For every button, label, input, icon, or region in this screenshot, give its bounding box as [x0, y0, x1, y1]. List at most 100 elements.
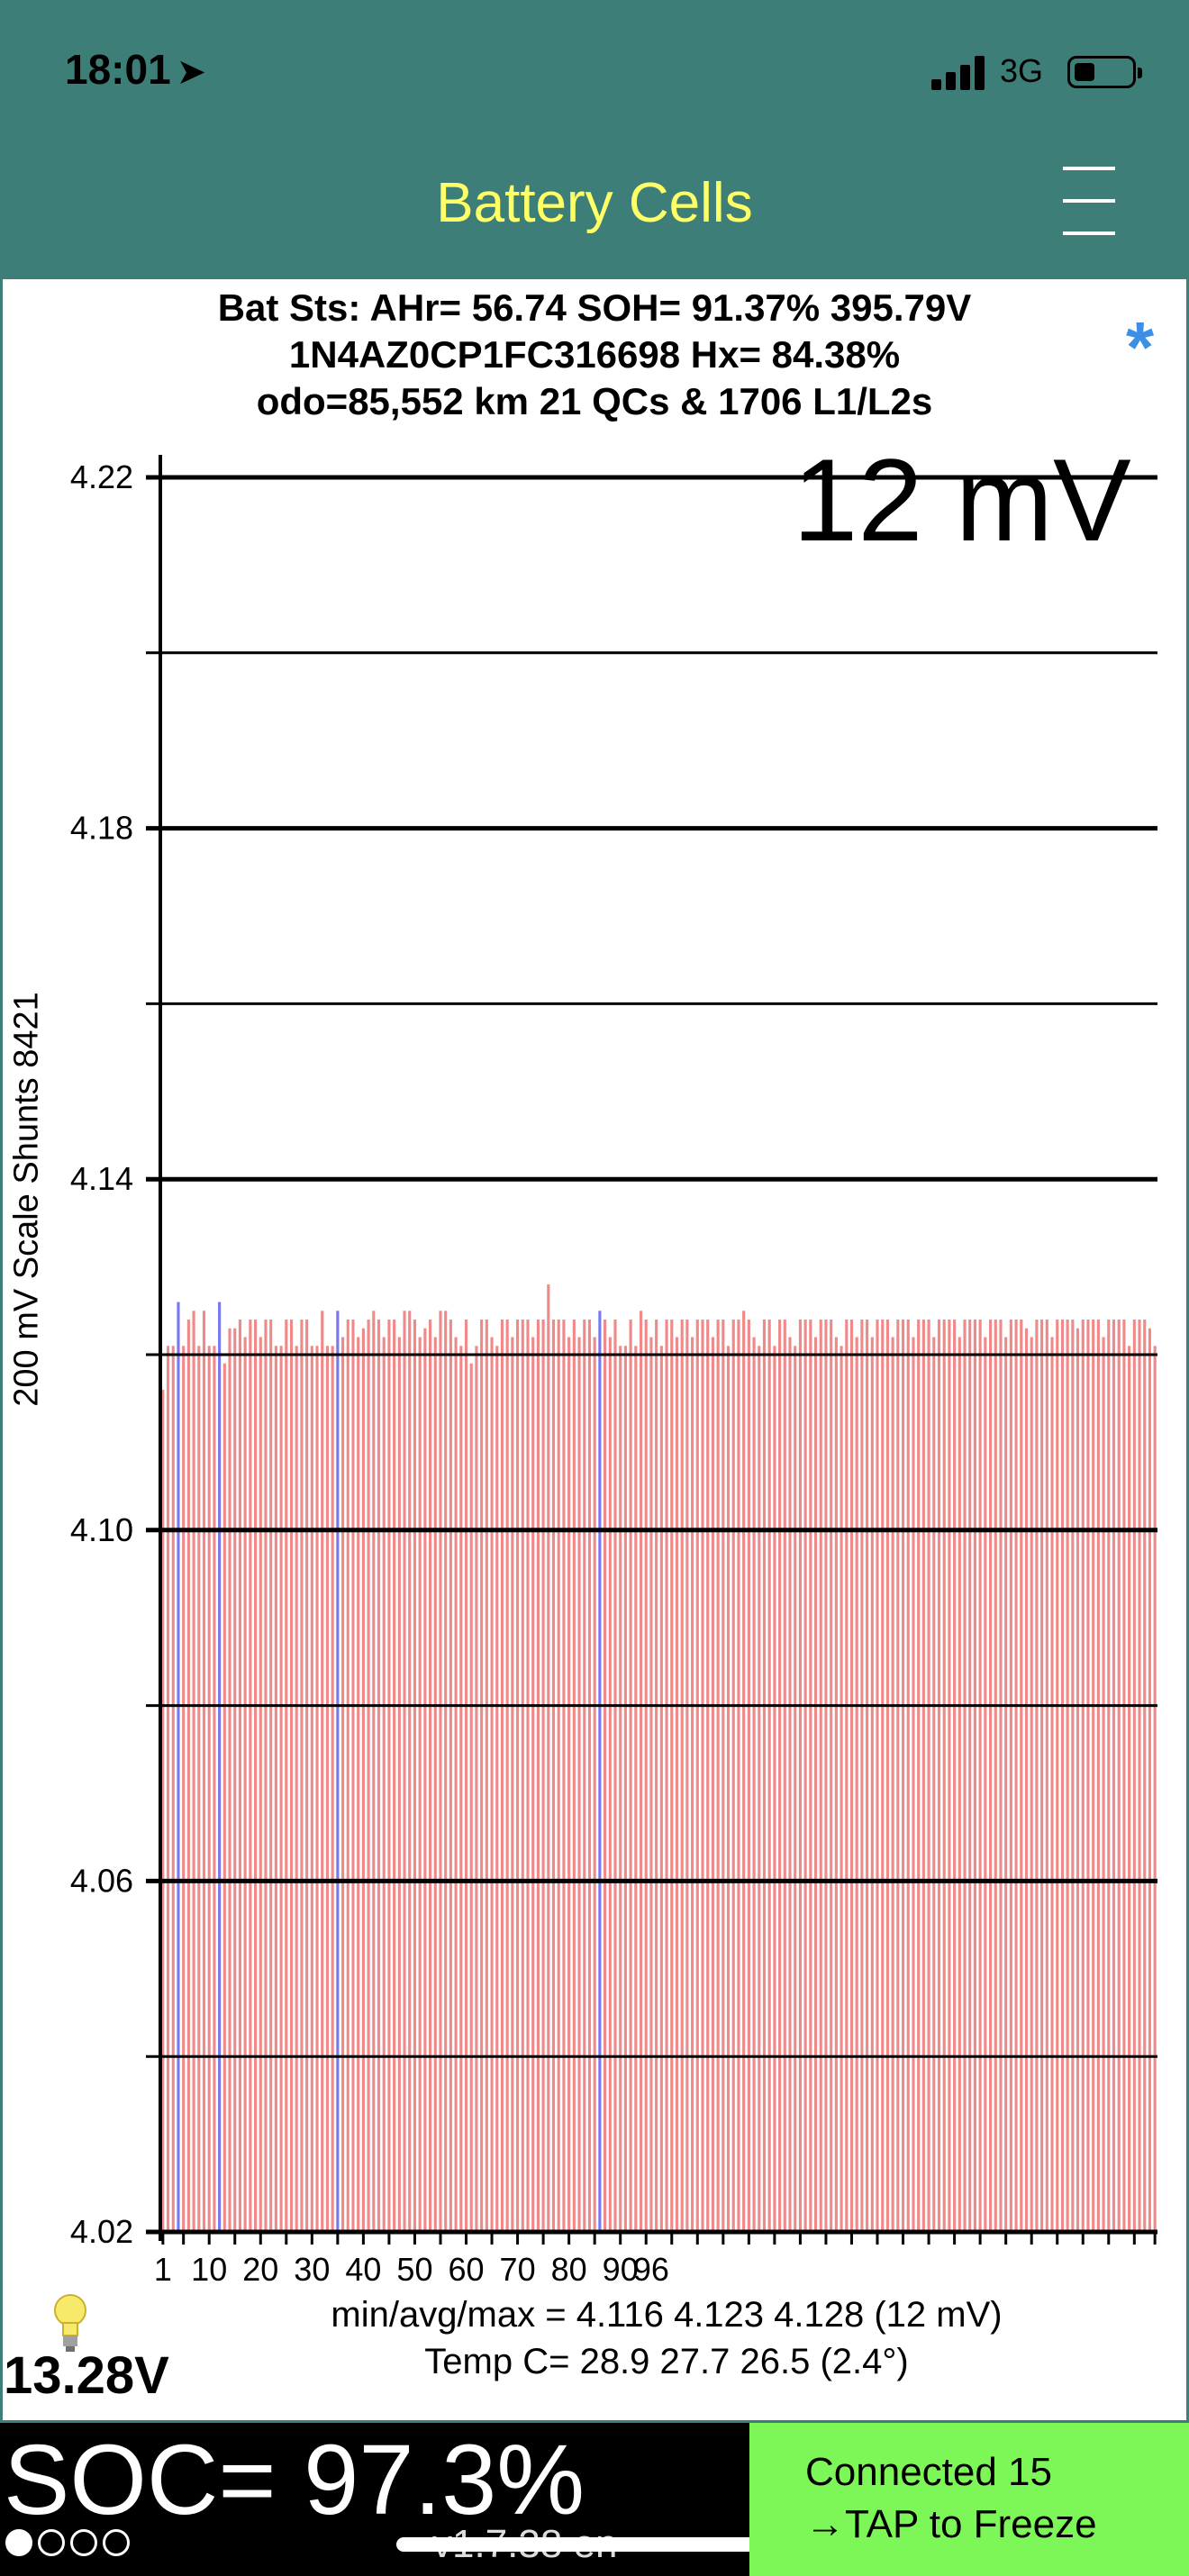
- cell-bar: [711, 1337, 714, 2232]
- status-time: 18:01 ➤: [65, 45, 206, 94]
- cell-bar: [953, 1320, 957, 2232]
- cell-bar: [1128, 1346, 1131, 2232]
- cell-bar: [202, 1311, 206, 2232]
- cell-bar: [367, 1320, 370, 2232]
- cell-bar: [197, 1346, 201, 2232]
- cell-bar: [295, 1346, 298, 2232]
- cell-bar: [413, 1320, 417, 2232]
- cell-bar: [480, 1320, 484, 2232]
- cell-bar: [485, 1320, 488, 2232]
- home-indicator[interactable]: [396, 2537, 793, 2552]
- cell-bar: [567, 1337, 571, 2232]
- cell-bar: [1020, 1320, 1023, 2232]
- cell-bar: [860, 1320, 864, 2232]
- cell-bar: [192, 1311, 195, 2232]
- cell-bar: [171, 1346, 175, 2232]
- cell-bar: [249, 1320, 252, 2232]
- cell-bar: [243, 1337, 247, 2232]
- x-tick-label: 90: [603, 2251, 639, 2288]
- cell-bar: [1045, 1320, 1048, 2232]
- cell-bar: [551, 1320, 556, 2232]
- cell-bar: [619, 1346, 622, 2232]
- cell-bar: [752, 1337, 756, 2232]
- cell-bar: [259, 1337, 262, 2232]
- bluetooth-asterisk-icon[interactable]: *: [1126, 307, 1155, 387]
- cell-bar: [881, 1320, 885, 2232]
- cell-bar: [429, 1320, 432, 2232]
- cell-bar: [994, 1320, 997, 2232]
- battery-status-line: Bat Sts: AHr= 56.74 SOH= 91.37% 395.79V: [217, 286, 972, 329]
- cell-bar: [845, 1320, 849, 2232]
- cell-bar: [691, 1337, 694, 2232]
- cell-bar: [824, 1320, 828, 2232]
- cell-bar: [305, 1320, 309, 2232]
- network-type: 3G: [1000, 52, 1044, 89]
- cell-bar: [973, 1320, 976, 2232]
- cell-bar: [444, 1311, 448, 2232]
- cell-bar: [547, 1284, 550, 2232]
- cell-bar: [274, 1346, 277, 2232]
- hamburger-menu-icon[interactable]: [1063, 167, 1115, 237]
- cell-bar: [731, 1320, 735, 2232]
- cell-bar: [937, 1320, 941, 2232]
- cell-bar: [778, 1320, 782, 2232]
- cell-bar: [891, 1337, 894, 2232]
- connect-status-text: Connected 15: [805, 2450, 1052, 2494]
- page-indicator[interactable]: [5, 2529, 135, 2565]
- x-tick-label: 20: [242, 2251, 278, 2288]
- cell-bar: [639, 1311, 643, 2232]
- cell-bar: [701, 1320, 704, 2232]
- cell-voltage-chart[interactable]: 4.22 4.18 4.14 4.10 4.06 4.02 1 10 20 30 40 50 60 70 8…: [0, 423, 1189, 2297]
- connect-freeze-button[interactable]: Connected 15 →TAP to Freeze: [749, 2423, 1189, 2576]
- cell-bar: [695, 1320, 699, 2232]
- cell-bar: [536, 1320, 540, 2232]
- cell-bar: [896, 1320, 900, 2232]
- cell-bar: [830, 1320, 833, 2232]
- cell-bar: [1050, 1337, 1054, 2232]
- cell-bar: [186, 1320, 190, 2232]
- cell-bar: [331, 1346, 334, 2232]
- battery-icon: [1067, 56, 1142, 88]
- cell-bar: [798, 1320, 802, 2232]
- cell-bar: [921, 1320, 925, 2232]
- cell-bar: [794, 1346, 797, 2232]
- cell-bar: [1132, 1320, 1136, 2232]
- page-dot[interactable]: [5, 2529, 32, 2556]
- cell-bar: [269, 1320, 273, 2232]
- page-dot[interactable]: [70, 2529, 97, 2556]
- page-dot[interactable]: [103, 2529, 130, 2556]
- temperature-line: Temp C= 28.9 27.7 26.5 (2.4°): [424, 2342, 909, 2381]
- cell-bar: [999, 1320, 1003, 2232]
- cell-bar: [423, 1328, 427, 2232]
- cell-bar: [1148, 1328, 1152, 2232]
- aux-battery-voltage: 13.28V: [4, 2346, 169, 2405]
- cell-bar: [803, 1320, 807, 2232]
- cell-bar: [1024, 1328, 1029, 2232]
- cell-bar: [557, 1320, 560, 2232]
- cell-bar: [927, 1320, 930, 2232]
- cell-bar: [819, 1320, 822, 2232]
- cell-bar: [1112, 1320, 1116, 2232]
- cell-bar: [321, 1311, 324, 2232]
- cell-bar: [418, 1337, 422, 2232]
- cell-bar: [1092, 1320, 1095, 2232]
- min-avg-max-line: min/avg/max = 4.116 4.123 4.128 (12 mV): [331, 2295, 1003, 2335]
- cell-bar: [855, 1337, 858, 2232]
- cell-bar: [310, 1346, 313, 2232]
- cell-bar: [912, 1337, 915, 2232]
- cell-bar: [984, 1337, 987, 2232]
- cell-bar: [1066, 1320, 1069, 2232]
- cell-bar: [737, 1320, 740, 2232]
- cell-bar: [988, 1320, 993, 2232]
- cell-bar: [623, 1346, 627, 2232]
- location-arrow-icon: ➤: [176, 52, 207, 92]
- cell-bar: [917, 1320, 921, 2232]
- cell-bar: [1056, 1320, 1059, 2232]
- lightbulb-icon[interactable]: [52, 2292, 88, 2355]
- cell-bar: [885, 1320, 889, 2232]
- page-dot[interactable]: [38, 2529, 65, 2556]
- cell-bar: [670, 1320, 674, 2232]
- cell-bar: [1040, 1320, 1044, 2232]
- cell-bar: [382, 1337, 386, 2232]
- cell-bar: [1153, 1346, 1157, 2232]
